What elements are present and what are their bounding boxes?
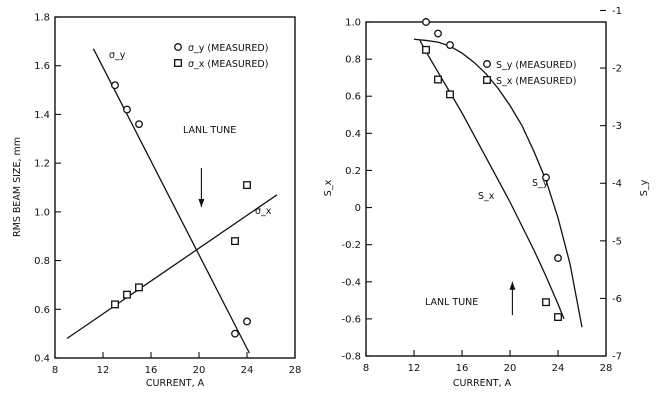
fit-line-1 bbox=[66, 194, 278, 340]
x-tick-label: 16 bbox=[456, 363, 469, 374]
right-legend-s-y: S_y (MEASURED) bbox=[496, 60, 576, 71]
arrow-head bbox=[198, 198, 205, 207]
right-y-tick-label: -5 bbox=[612, 236, 622, 247]
right-y-tick-label: -6 bbox=[612, 294, 622, 305]
left-sigma-y-line-label: σ_y bbox=[109, 50, 126, 61]
square-marker bbox=[434, 75, 442, 84]
square-marker bbox=[111, 300, 119, 309]
y-tick-label: -0.8 bbox=[341, 352, 361, 363]
x-tick-label: 24 bbox=[552, 363, 565, 374]
right-y-tick-label: -3 bbox=[612, 121, 622, 132]
left-x-axis-label: CURRENT, A bbox=[146, 378, 205, 389]
circle-marker bbox=[542, 173, 550, 182]
left-panel: 8 12 16 20 24 28 0.4 0.6 0.8 1.0 1.2 1.4 1.6 1.8 RMS … bbox=[12, 13, 301, 390]
left-markers bbox=[111, 81, 251, 338]
left-plot-frame bbox=[54, 16, 296, 359]
right-right-y-axis-label: S_y bbox=[639, 179, 650, 196]
curve-0 bbox=[413, 38, 583, 328]
fit-line-0 bbox=[92, 48, 250, 354]
x-tick-label: 20 bbox=[504, 363, 517, 374]
curve-1 bbox=[419, 40, 565, 320]
right-x-axis-label: CURRENT, A bbox=[453, 378, 512, 389]
square-marker bbox=[446, 90, 454, 99]
left-legend-circle-marker bbox=[174, 43, 182, 51]
y-tick-label: 1.0 bbox=[34, 207, 50, 218]
x-tick-label: 28 bbox=[600, 363, 613, 374]
circle-marker bbox=[422, 18, 430, 26]
y-tick-label: 1.8 bbox=[34, 13, 50, 24]
y-tick-label: 1.4 bbox=[34, 110, 50, 121]
left-legend-sigma-y: σ_y (MEASURED) bbox=[188, 43, 268, 54]
x-tick-label: 24 bbox=[241, 365, 254, 376]
y-tick-label: 0 bbox=[355, 203, 361, 214]
y-tick-label: 0.8 bbox=[34, 256, 50, 267]
left-ticks: 8 12 16 20 24 28 0.4 0.6 0.8 1.0 1.2 1.4 1.6 1.8 bbox=[34, 13, 301, 377]
x-tick-label: 12 bbox=[408, 363, 421, 374]
right-panel: 8 12 16 20 24 28 -0.8 -0.6 -0.4 -0.2 0 0.2 0.4 0.6 0.8… bbox=[323, 6, 650, 389]
x-tick-label: 12 bbox=[97, 365, 110, 376]
circle-marker bbox=[434, 29, 442, 38]
right-plot-frame bbox=[365, 21, 607, 357]
right-legend-s-x: S_x (MEASURED) bbox=[496, 76, 576, 87]
square-marker bbox=[135, 283, 143, 292]
right-y-tick-label: -2 bbox=[612, 64, 622, 75]
square-marker bbox=[554, 313, 562, 321]
square-marker bbox=[243, 181, 251, 190]
right-lanl-tune-arrow bbox=[509, 281, 516, 316]
y-tick-label: 0.2 bbox=[345, 166, 361, 177]
y-tick-label: 0.4 bbox=[345, 129, 361, 140]
y-tick-label: -0.2 bbox=[341, 240, 361, 251]
left-lanl-tune-label: LANL TUNE bbox=[183, 125, 236, 136]
right-y-tick-label: -4 bbox=[612, 179, 622, 190]
y-tick-label: 0.8 bbox=[345, 55, 361, 66]
y-tick-label: -0.6 bbox=[341, 314, 361, 325]
circle-marker bbox=[554, 254, 562, 263]
y-tick-label: 0.6 bbox=[34, 305, 50, 316]
right-left-y-axis-label: S_x bbox=[323, 179, 334, 196]
square-marker bbox=[422, 45, 430, 54]
right-ticks: 8 12 16 20 24 28 -0.8 -0.6 -0.4 -0.2 0 0.2 0.4 0.6 0.8… bbox=[341, 6, 622, 374]
right-y-tick-label: -7 bbox=[612, 352, 622, 363]
y-tick-label: 1.6 bbox=[34, 61, 50, 72]
right-s-y-curve-label: S_y bbox=[532, 178, 549, 189]
x-tick-label: 16 bbox=[145, 365, 158, 376]
left-legend-square-marker bbox=[174, 59, 182, 67]
right-markers bbox=[422, 18, 562, 321]
right-legend-square-marker bbox=[483, 76, 491, 84]
x-tick-label: 28 bbox=[289, 365, 302, 376]
left-sigma-x-line-label: σ_x bbox=[255, 206, 272, 217]
circle-marker bbox=[243, 317, 251, 326]
left-legend-sigma-x: σ_x (MEASURED) bbox=[188, 59, 268, 70]
left-lanl-tune-arrow bbox=[198, 168, 205, 207]
y-tick-label: 0.6 bbox=[345, 92, 361, 103]
x-tick-label: 8 bbox=[52, 365, 58, 376]
y-tick-label: 1.2 bbox=[34, 159, 50, 170]
y-tick-label: -0.4 bbox=[341, 277, 361, 288]
arrow-head bbox=[509, 281, 516, 290]
square-marker bbox=[542, 298, 550, 307]
circle-marker bbox=[135, 120, 143, 129]
right-y-tick-label: -1 bbox=[612, 6, 622, 17]
right-s-x-curve-label: S_x bbox=[478, 191, 495, 202]
circle-marker bbox=[111, 81, 119, 90]
left-y-axis-label: RMS BEAM SIZE, mm bbox=[12, 137, 23, 237]
circle-marker bbox=[446, 41, 454, 49]
square-marker bbox=[123, 290, 131, 299]
x-tick-label: 20 bbox=[193, 365, 206, 376]
right-curves bbox=[413, 38, 583, 328]
left-fit-lines bbox=[66, 48, 278, 354]
x-tick-label: 8 bbox=[363, 363, 369, 374]
circle-marker bbox=[123, 105, 131, 114]
right-lanl-tune-label: LANL TUNE bbox=[425, 297, 478, 308]
circle-marker bbox=[231, 329, 239, 338]
square-marker bbox=[231, 237, 239, 246]
y-tick-label: 0.4 bbox=[34, 354, 50, 365]
y-tick-label: 1.0 bbox=[345, 18, 361, 29]
right-legend-circle-marker bbox=[483, 60, 491, 68]
